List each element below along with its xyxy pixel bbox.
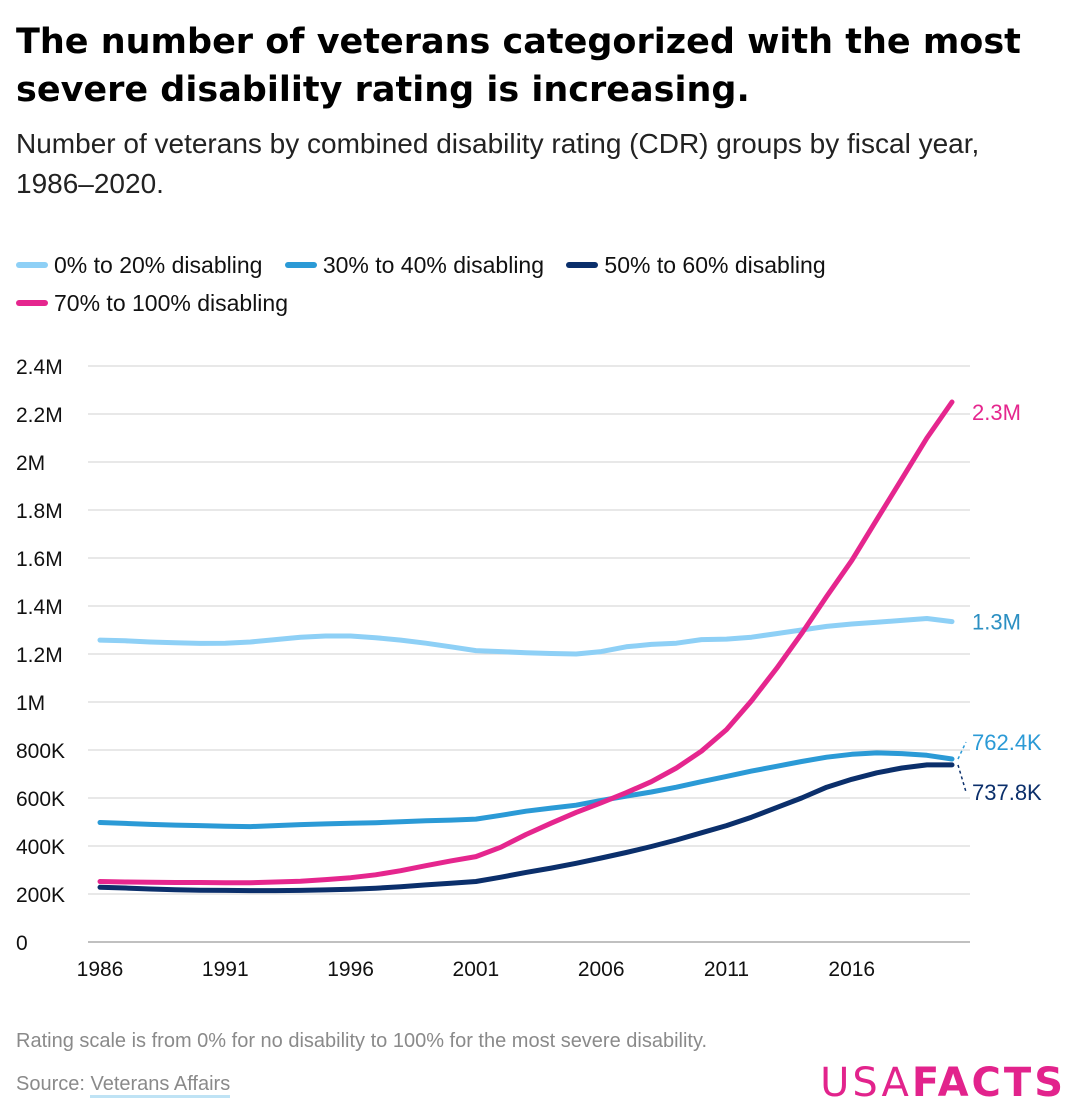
y-tick-label-11: 2.2M xyxy=(16,404,63,427)
line-chart: 0 200K 400K 600K 800K 1M 1.2M 1.4M 1.6M 1.8M 2M 2.2… xyxy=(16,356,1042,981)
legend-item-50-60: 50% to 60% disabling xyxy=(566,246,826,284)
legend-label-50-60: 50% to 60% disabling xyxy=(604,252,826,278)
legend-item-70-100: 70% to 100% disabling xyxy=(16,284,288,322)
end-label-1: 762.4K xyxy=(972,730,1042,755)
chart-title: The number of veterans categorized with … xyxy=(16,22,1021,110)
series-line-3 xyxy=(97,399,955,886)
y-tick-label-0: 0 xyxy=(16,932,28,955)
source-line: Source: Veterans Affairs xyxy=(16,1073,231,1098)
series-line-0 xyxy=(97,616,955,657)
chart-legend: 0% to 20% disabling 30% to 40% disabling… xyxy=(16,246,1066,322)
y-tick-label-12: 2.4M xyxy=(16,356,63,379)
legend-swatch-30-40 xyxy=(284,261,317,268)
x-tick-label-2016: 2016 xyxy=(828,958,875,981)
x-tick-label-1986: 1986 xyxy=(77,958,124,981)
x-tick-label-1991: 1991 xyxy=(202,958,249,981)
end-label-0: 1.3M xyxy=(972,610,1021,635)
chart-subtitle: Number of veterans by combined disabilit… xyxy=(16,128,980,199)
y-tick-label-7: 1.4M xyxy=(16,596,63,619)
series-line-1 xyxy=(97,750,955,830)
source-prefix: Source: xyxy=(16,1073,91,1095)
legend-label-30-40: 30% to 40% disabling xyxy=(322,252,545,278)
x-tick-label-2006: 2006 xyxy=(578,958,625,981)
y-tick-label-6: 1.2M xyxy=(16,644,63,667)
y-tick-label-8: 1.6M xyxy=(16,548,63,571)
usafacts-logo: USAFACTS xyxy=(820,1060,1066,1106)
end-label-3: 2.3M xyxy=(972,400,1021,425)
y-tick-label-4: 800K xyxy=(16,740,65,763)
chart-footnote: Rating scale is from 0% for no disabilit… xyxy=(16,1030,708,1052)
x-tick-label-1996: 1996 xyxy=(327,958,374,981)
y-tick-label-3: 600K xyxy=(16,788,65,811)
legend-item-30-40: 30% to 40% disabling xyxy=(284,246,545,284)
y-tick-label-10: 2M xyxy=(16,452,45,475)
y-tick-label-2: 400K xyxy=(16,836,65,859)
source-link[interactable]: Veterans Affairs xyxy=(90,1073,231,1098)
end-label-2: 737.8K xyxy=(972,780,1042,805)
end-label-leader-2 xyxy=(957,764,967,793)
legend-swatch-0-20 xyxy=(16,261,48,268)
logo-usa: USA xyxy=(820,1060,912,1106)
legend-label-0-20: 0% to 20% disabling xyxy=(54,252,263,278)
legend-swatch-70-100 xyxy=(16,299,48,306)
y-tick-label-1: 200K xyxy=(16,884,65,907)
legend-swatch-50-60 xyxy=(566,261,599,268)
y-tick-label-5: 1M xyxy=(16,692,45,715)
legend-item-0-20: 0% to 20% disabling xyxy=(16,246,262,284)
y-tick-label-9: 1.8M xyxy=(16,500,63,523)
legend-label-70-100: 70% to 100% disabling xyxy=(54,290,288,316)
x-tick-label-2011: 2011 xyxy=(704,958,749,981)
logo-facts: FACTS xyxy=(911,1060,1066,1106)
x-tick-label-2001: 2001 xyxy=(453,958,500,981)
series-line-2 xyxy=(97,762,955,894)
